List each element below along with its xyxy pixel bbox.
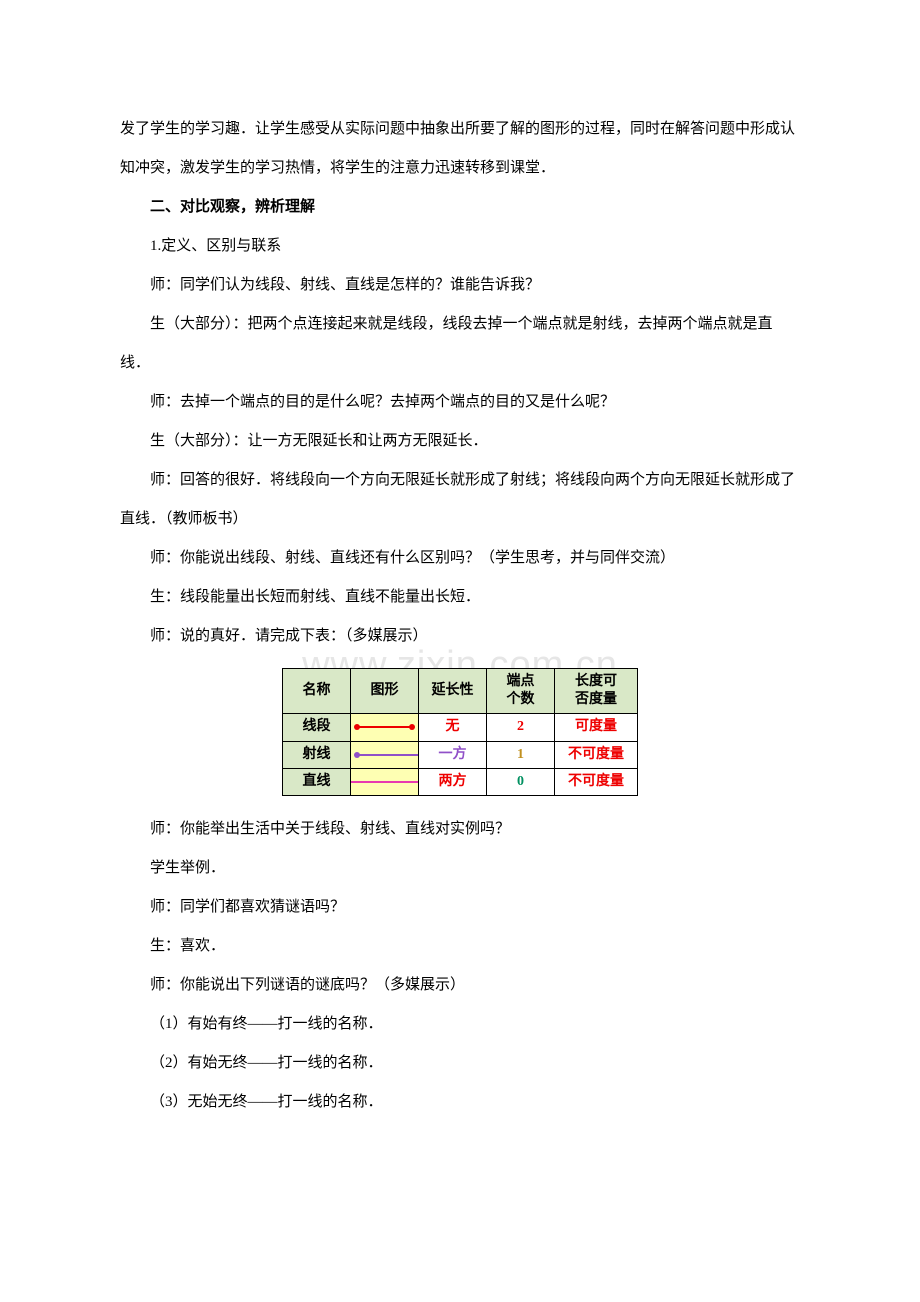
col-measurable: 长度可 否度量 (555, 669, 638, 714)
paragraph: 师：同学们都喜欢猜谜语吗？ (120, 888, 800, 927)
paragraph: 师：同学们认为线段、射线、直线是怎样的？谁能告诉我？ (120, 266, 800, 305)
segment-icon (351, 715, 418, 739)
table-row: 射线 一方 1 不可度量 (283, 741, 638, 768)
row-extend: 一方 (419, 741, 487, 768)
row-name: 直线 (283, 768, 351, 795)
col-measurable-l2: 否度量 (575, 692, 617, 707)
paragraph: 师：回答的很好．将线段向一个方向无限延长就形成了射线；将线段向两个方向无限延长就… (120, 461, 800, 539)
paragraph: 生：喜欢． (120, 927, 800, 966)
table-row: 线段 无 2 可度量 (283, 714, 638, 741)
row-endpoints: 0 (487, 768, 555, 795)
paragraph: 师：说的真好．请完成下表：（多媒展示） (120, 617, 800, 656)
col-endpoints: 端点 个数 (487, 669, 555, 714)
section-heading: 二、对比观察，辨析理解 (120, 188, 800, 227)
col-extend: 延长性 (419, 669, 487, 714)
col-graph: 图形 (351, 669, 419, 714)
table-row: 直线 两方 0 不可度量 (283, 768, 638, 795)
paragraph: 学生举例． (120, 849, 800, 888)
row-name: 线段 (283, 714, 351, 741)
row-extend: 两方 (419, 768, 487, 795)
paragraph: 发了学生的学习趣．让学生感受从实际问题中抽象出所要了解的图形的过程，同时在解答问… (120, 110, 800, 188)
paragraph: 师：你能说出下列谜语的谜底吗？（多媒展示） (120, 966, 800, 1005)
col-endpoints-l2: 个数 (507, 692, 535, 707)
col-endpoints-l1: 端点 (507, 674, 535, 689)
paragraph: 生（大部分）：让一方无限延长和让两方无限延长． (120, 422, 800, 461)
row-endpoints: 1 (487, 741, 555, 768)
ray-icon (351, 743, 418, 767)
paragraph: 师：你能举出生活中关于线段、射线、直线对实例吗？ (120, 810, 800, 849)
row-graph-ray (351, 741, 419, 768)
row-endpoints: 2 (487, 714, 555, 741)
paragraph: （3）无始无终——打一线的名称． (120, 1083, 800, 1122)
page: 发了学生的学习趣．让学生感受从实际问题中抽象出所要了解的图形的过程，同时在解答问… (0, 0, 920, 1222)
row-extend: 无 (419, 714, 487, 741)
paragraph: （2）有始无终——打一线的名称． (120, 1044, 800, 1083)
geometry-table: 名称 图形 延长性 端点 个数 长度可 否度量 线段 无 2 可度 (282, 668, 638, 796)
table-header-row: 名称 图形 延长性 端点 个数 长度可 否度量 (283, 669, 638, 714)
paragraph: 师：去掉一个端点的目的是什么呢？去掉两个端点的目的又是什么呢？ (120, 383, 800, 422)
paragraph: 师：你能说出线段、射线、直线还有什么区别吗？（学生思考，并与同伴交流） (120, 539, 800, 578)
paragraph: 1.定义、区别与联系 (120, 227, 800, 266)
row-measurable: 不可度量 (555, 741, 638, 768)
row-measurable: 不可度量 (555, 768, 638, 795)
col-measurable-l1: 长度可 (575, 674, 617, 689)
row-graph-line (351, 768, 419, 795)
col-name: 名称 (283, 669, 351, 714)
paragraph: （1）有始有终——打一线的名称． (120, 1005, 800, 1044)
table-wrap: www.zixin.com.cn 名称 图形 延长性 端点 个数 长度可 否度量… (120, 668, 800, 796)
line-icon (351, 770, 418, 794)
paragraph: 生（大部分）：把两个点连接起来就是线段，线段去掉一个端点就是射线，去掉两个端点就… (120, 305, 800, 383)
row-name: 射线 (283, 741, 351, 768)
paragraph: 生：线段能量出长短而射线、直线不能量出长短． (120, 578, 800, 617)
row-measurable: 可度量 (555, 714, 638, 741)
row-graph-segment (351, 714, 419, 741)
